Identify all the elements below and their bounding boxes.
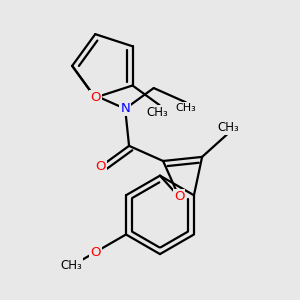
Text: CH₃: CH₃ <box>176 103 196 113</box>
Text: CH₃: CH₃ <box>61 259 82 272</box>
Text: CH₃: CH₃ <box>147 106 168 118</box>
Text: O: O <box>90 246 101 259</box>
Text: O: O <box>174 190 184 203</box>
Text: N: N <box>120 102 130 115</box>
Text: O: O <box>90 91 101 104</box>
Text: O: O <box>95 160 106 173</box>
Text: CH₃: CH₃ <box>218 121 239 134</box>
